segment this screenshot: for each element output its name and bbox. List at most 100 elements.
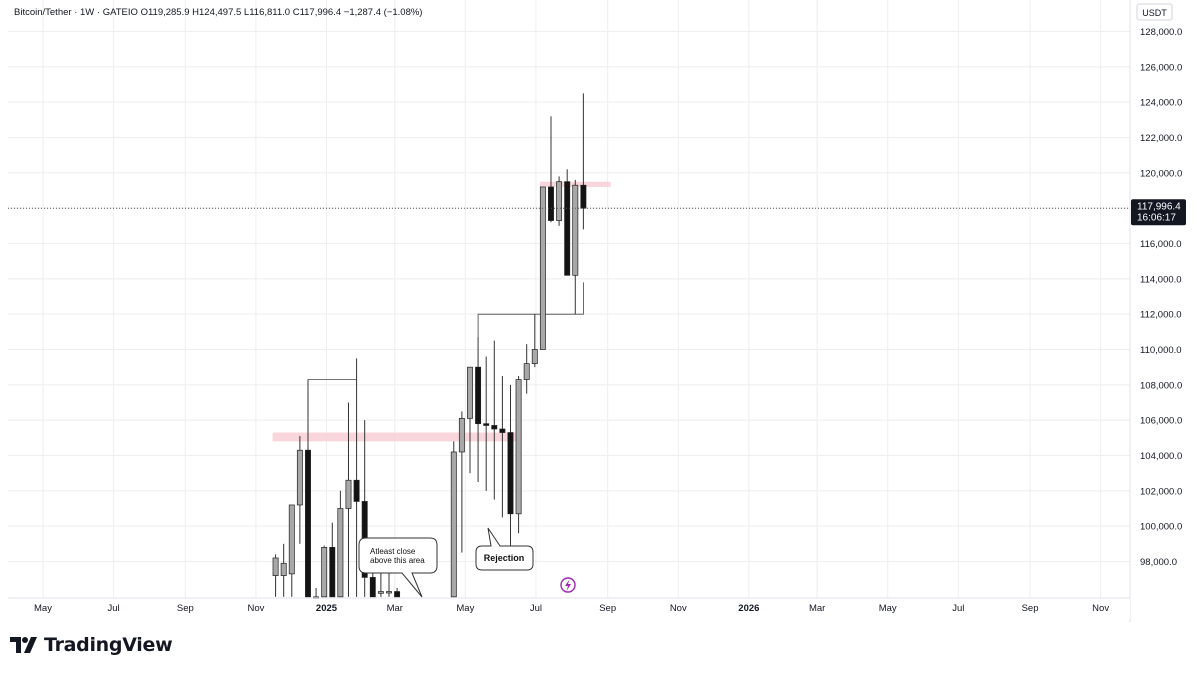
price-tick-label: 108,000.0 (1140, 380, 1182, 391)
time-tick-label: 2025 (316, 603, 338, 614)
price-tick-label: 126,000.0 (1140, 62, 1182, 73)
legend-change: −1,287.4 (−1.08%) (344, 7, 423, 18)
legend-close: C117,996.4 (293, 7, 341, 18)
candle[interactable] (523, 344, 530, 394)
candle-body (523, 363, 530, 380)
candle[interactable] (467, 366, 473, 474)
last-price-tag-box (1131, 199, 1186, 226)
last-price-tag: 117,996.4 16:06:17 (1131, 199, 1186, 226)
candle-body (475, 366, 482, 425)
candle-body (450, 451, 457, 598)
candle[interactable] (450, 441, 457, 598)
legend-high: H124,497.5 (192, 7, 241, 18)
candle[interactable] (329, 522, 336, 598)
time-tick-label: Nov (670, 603, 687, 614)
legend-open: O119,285.9 (141, 7, 190, 18)
candle[interactable] (531, 314, 538, 368)
price-tick-label: 112,000.0 (1140, 310, 1182, 321)
time-tick-label: Nov (1092, 603, 1109, 614)
candle[interactable] (475, 337, 482, 482)
time-axis[interactable]: May Jul Sep Nov 2025 Mar May Jul Sep Nov 2026 Mar Ma… (34, 603, 1109, 614)
annotation-close-above[interactable]: Atleast close above this area (358, 537, 438, 598)
candle[interactable] (491, 340, 498, 500)
candle-body (458, 418, 465, 453)
time-tick-label: Mar (809, 603, 825, 614)
candle[interactable] (321, 545, 328, 598)
price-tick-label: 104,000.0 (1140, 451, 1182, 462)
candle[interactable] (548, 116, 554, 223)
brand-logo[interactable]: TradingView (10, 632, 173, 658)
candle-body (394, 591, 401, 598)
candle[interactable] (296, 436, 303, 544)
last-price-label: 117,996.4 (1137, 202, 1181, 213)
candle[interactable] (499, 376, 506, 518)
candle-body (531, 349, 538, 364)
candle-body (369, 577, 376, 598)
candle[interactable] (507, 384, 514, 548)
time-tick-label: Jul (530, 603, 542, 614)
legend-exchange: GATEIO (103, 7, 138, 18)
candle[interactable] (377, 570, 384, 597)
price-tick-label: 116,000.0 (1140, 239, 1182, 250)
time-tick-label: Sep (1022, 603, 1039, 614)
highlight-zone (272, 432, 522, 442)
candle[interactable] (305, 379, 311, 598)
brand-name: TradingView (44, 634, 173, 656)
price-tick-label: 122,000.0 (1140, 133, 1182, 144)
price-tick-label: 110,000.0 (1140, 345, 1182, 356)
price-tick-label: 106,000.0 (1140, 416, 1182, 427)
candle[interactable] (353, 358, 360, 597)
candle-body (580, 184, 587, 209)
lightning-icon[interactable] (560, 577, 576, 593)
time-tick-label: 2026 (738, 603, 759, 614)
price-tick-label: 98,000.0 (1140, 557, 1177, 568)
candle-body (321, 547, 328, 598)
candle-body (539, 186, 546, 350)
price-tick-label: 114,000.0 (1140, 274, 1182, 285)
currency-badge[interactable]: USDT (1136, 3, 1173, 21)
candle[interactable] (345, 402, 352, 597)
time-tick-label: May (34, 603, 52, 614)
time-tick-label: Sep (177, 603, 194, 614)
candle[interactable] (337, 490, 344, 598)
candle[interactable] (483, 356, 490, 491)
candle[interactable] (539, 186, 546, 350)
candle[interactable] (288, 504, 295, 597)
candle-body (515, 379, 522, 515)
price-tick-label: 120,000.0 (1140, 168, 1182, 179)
annotation-close-above-line1: Atleast close (370, 547, 416, 556)
price-tick-label: 102,000.0 (1140, 486, 1182, 497)
candle-body (483, 423, 490, 426)
candle-body (499, 428, 506, 433)
price-tick-label: 128,000.0 (1140, 27, 1182, 38)
annotation-rejection[interactable]: Rejection (475, 527, 534, 571)
bar-countdown: 16:06:17 (1137, 213, 1176, 224)
plot-background (0, 0, 1199, 622)
chart-legend[interactable]: Bitcoin/Tether · 1W · GATEIO O119,285.9 … (14, 7, 422, 18)
candle[interactable] (572, 179, 579, 315)
candle[interactable] (564, 169, 571, 276)
candle-body (337, 508, 344, 598)
price-axis[interactable]: 98,000.0 100,000.0 102,000.0 104,000.0 106,0… (1140, 27, 1182, 568)
candle-body (377, 591, 384, 594)
legend-symbol: Bitcoin/Tether (14, 7, 72, 18)
candle[interactable] (394, 588, 401, 598)
candle[interactable] (580, 93, 587, 230)
price-tick-label: 124,000.0 (1140, 98, 1182, 109)
candle[interactable] (458, 411, 465, 553)
time-tick-label: Sep (599, 603, 616, 614)
candle[interactable] (272, 554, 279, 597)
candles[interactable] (272, 93, 587, 599)
annotation-rejection-bubble (475, 527, 534, 571)
time-tick-label: Mar (387, 603, 403, 614)
time-tick-label: Nov (247, 603, 264, 614)
candle[interactable] (556, 176, 563, 226)
candle-body (386, 591, 392, 594)
time-tick-label: Jul (108, 603, 120, 614)
currency-label: USDT (1142, 8, 1167, 18)
candle[interactable] (515, 376, 522, 534)
candle-body (467, 366, 473, 419)
candle[interactable] (280, 543, 287, 597)
